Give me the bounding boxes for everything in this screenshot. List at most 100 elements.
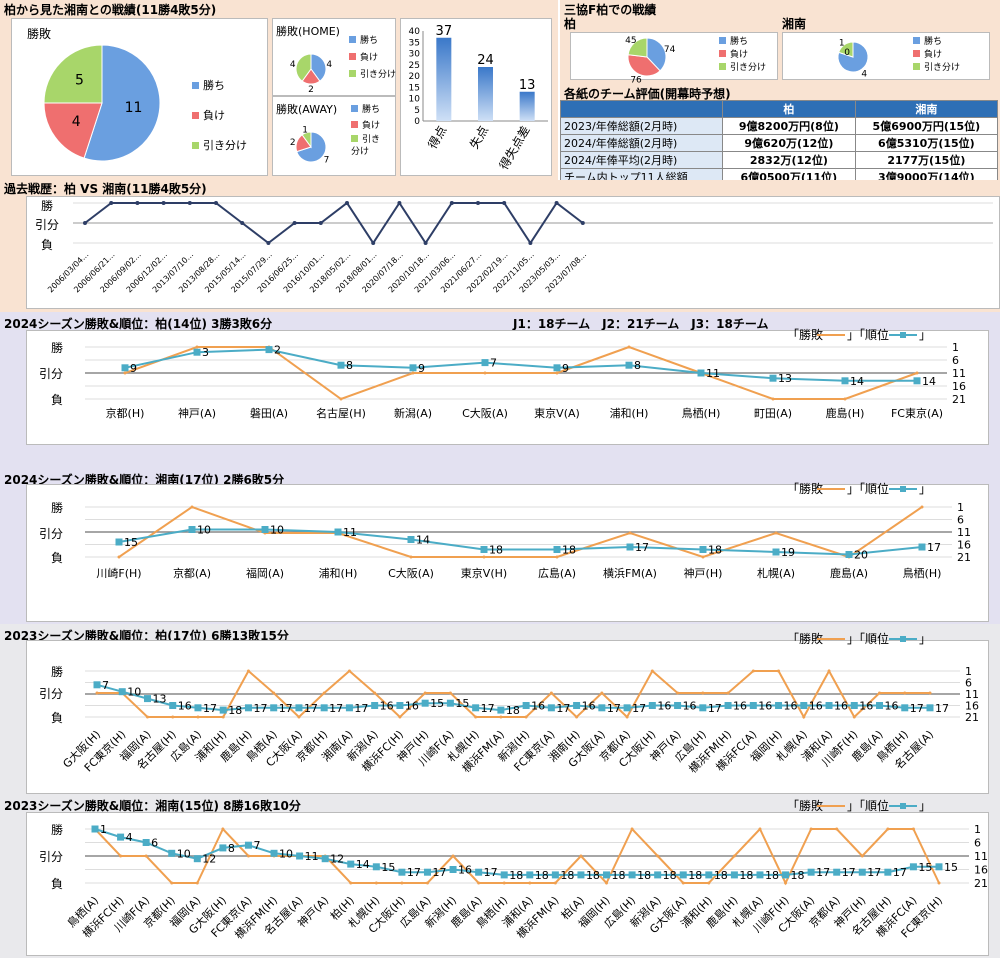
category-label: 新潟(A) xyxy=(394,406,432,420)
rank-data-label: 12 xyxy=(202,853,216,866)
rank-data-label: 16 xyxy=(405,700,419,713)
rank-point xyxy=(800,702,808,709)
rank-point xyxy=(480,546,488,553)
rank-point xyxy=(623,704,631,712)
pie-slice xyxy=(646,37,667,72)
rank-point xyxy=(522,702,530,709)
result-line xyxy=(97,668,930,720)
rank-point xyxy=(337,361,345,369)
bar-y-tick-label: 30 xyxy=(409,50,421,60)
rank-data-label: 10 xyxy=(279,847,293,860)
history-point xyxy=(502,201,507,205)
result-point xyxy=(553,881,557,885)
pie-data-label: 4 xyxy=(72,114,81,130)
rank-data-label: 17 xyxy=(635,541,649,554)
rank-point xyxy=(876,702,884,709)
rank-point xyxy=(603,871,611,879)
rank-data-label: 8 xyxy=(346,359,353,372)
pie-data-label: 4 xyxy=(861,70,867,80)
eval-header-kashiwa: 柏 xyxy=(722,100,856,118)
rank-data-label: 14 xyxy=(922,375,936,388)
mikyo-kashiwa-box: 74 76 45 勝ち 負け 引き分け xyxy=(570,32,778,86)
rank-point xyxy=(648,702,656,709)
rank-data-label: 10 xyxy=(197,524,211,537)
result-point xyxy=(878,691,882,695)
eval-cell: 5億6900万円(15位) xyxy=(854,117,999,135)
rank-data-label: 17 xyxy=(481,702,495,715)
rank-point xyxy=(168,849,176,857)
rank-tick-label: 11 xyxy=(965,688,979,701)
rank-data-label: 17 xyxy=(927,541,941,554)
rank-data-label: 7 xyxy=(490,357,497,370)
rank-point xyxy=(526,871,534,879)
eval-cell: 9億8200万円(8位) xyxy=(722,117,856,135)
rank-data-label: 17 xyxy=(816,866,830,879)
rank-data-label: 13 xyxy=(152,693,166,706)
rank-point xyxy=(500,871,508,879)
result-point xyxy=(630,827,634,831)
category-label: 福岡(A) xyxy=(246,566,284,580)
rank-point xyxy=(749,702,757,709)
rank-point xyxy=(807,868,815,876)
rank-data-label: 3 xyxy=(202,346,209,359)
rank-point xyxy=(142,839,150,846)
rank-point xyxy=(833,868,841,876)
eval-row: 2024/年俸平均(2月時) 2832万(12位) 2177万(15位) xyxy=(560,151,999,169)
category-label: 鹿島(H) xyxy=(826,406,865,420)
result-point xyxy=(732,854,736,858)
result-point xyxy=(650,669,654,673)
rank-data-label: 17 xyxy=(329,702,343,715)
bar xyxy=(519,91,535,121)
result-point xyxy=(246,854,250,858)
away-legend-draw: 引き分け xyxy=(351,135,381,157)
season-y-label-draw: 引分 xyxy=(39,850,63,864)
s2023k-chart-box: 勝引分負 1 6 11 16 21 7 10 13 16 17 18 17 17 17 17 17 16 16 15 1… xyxy=(26,631,989,794)
result-point xyxy=(771,397,775,401)
eval-table: 柏 湘南 2023/年俸総額(2月時) 9億8200万円(8位) 5億6900万円(… xyxy=(560,100,999,186)
history-point xyxy=(292,221,297,225)
category-label: 鹿島(A) xyxy=(830,566,868,580)
pie-data-label: 4 xyxy=(290,60,296,70)
s2024s-section: 2024シーズン勝敗&順位：湘南(17位) 2勝6敗5分 勝引分負 1 6 11 16 2… xyxy=(0,468,1000,624)
result-point xyxy=(860,854,864,858)
result-point xyxy=(322,691,326,695)
rank-data-label: 18 xyxy=(586,869,600,882)
rank-point xyxy=(244,704,252,712)
league-note: J1：18チーム J2：21チーム J3：18チーム xyxy=(513,317,769,331)
rank-data-label: 10 xyxy=(127,686,141,699)
legend-draw: 引き分け xyxy=(192,137,247,153)
pie-slice xyxy=(627,54,661,77)
season-y-label-win: 勝 xyxy=(51,500,63,515)
pie-data-label: 45 xyxy=(625,36,636,46)
rank-data-label: 15 xyxy=(455,697,469,710)
mikyo-title: 三協F柏での戦績 xyxy=(564,3,657,17)
rank-data-label: 18 xyxy=(612,869,626,882)
history-point xyxy=(318,221,323,225)
result-point xyxy=(483,371,487,375)
legend-close-text: 」 xyxy=(919,799,931,813)
bar-y-tick-label: 5 xyxy=(414,106,420,116)
result-point xyxy=(915,371,919,375)
eval-cell: 6億5310万(15位) xyxy=(854,134,999,152)
history-point xyxy=(528,241,533,245)
rank-point xyxy=(825,702,833,709)
category-label: 鳥栖(H) xyxy=(903,566,942,580)
overall-pie-label: 勝敗 xyxy=(27,27,52,41)
rank-tick-label: 1 xyxy=(957,501,964,514)
eval-cell: 2177万(15位) xyxy=(854,151,999,169)
rank-point xyxy=(654,871,662,879)
rank-point xyxy=(219,844,227,852)
home-legend-draw: 引き分け xyxy=(349,67,396,84)
legend-close-text: 」 xyxy=(919,328,931,342)
legend-result-text: 「勝敗 xyxy=(787,798,823,813)
result-point xyxy=(349,881,353,885)
rank-point xyxy=(295,704,303,712)
result-point xyxy=(784,881,788,885)
mk-legend-lose: 負け xyxy=(719,49,766,62)
mk-legend-draw: 引き分け xyxy=(719,62,766,75)
rank-data-label: 16 xyxy=(380,700,394,713)
rank-data-label: 18 xyxy=(560,869,574,882)
rank-data-label: 7 xyxy=(102,679,109,692)
result-point xyxy=(681,881,685,885)
